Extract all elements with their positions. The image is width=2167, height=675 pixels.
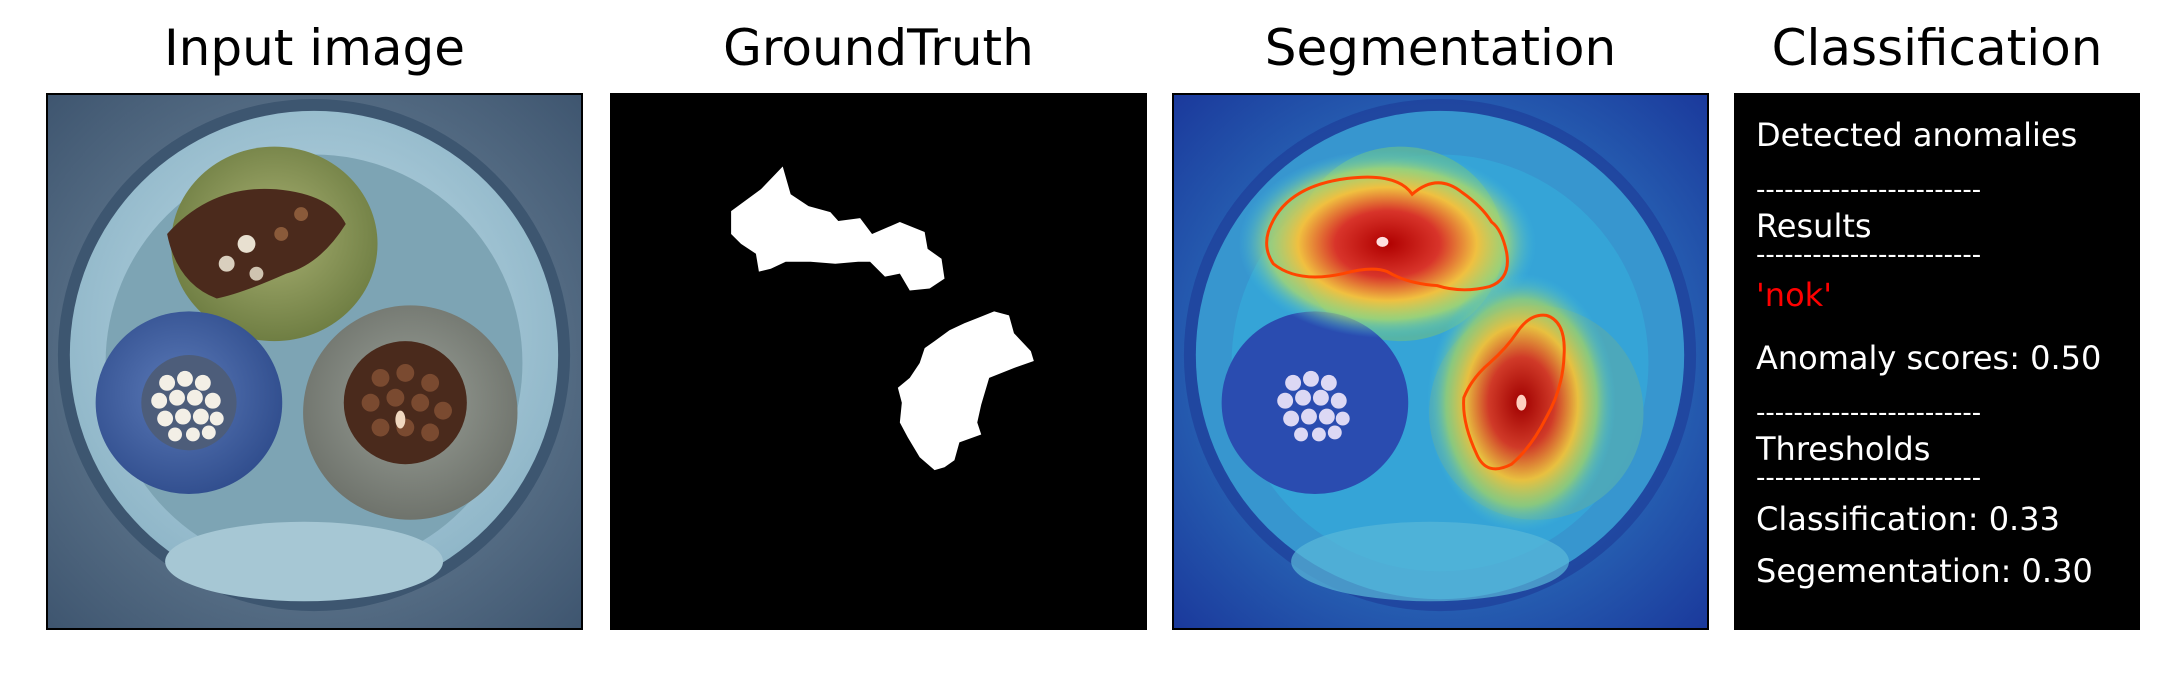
- separator-1: ------------------------: [1756, 180, 1981, 200]
- thresholds-label: Thresholds: [1756, 431, 1930, 467]
- title-input-image: Input image: [46, 18, 583, 78]
- results-label: Results: [1756, 208, 1872, 244]
- classification-panel: Detected anomalies ---------------------…: [1734, 93, 2140, 630]
- segmentation-threshold: Segementation: 0.30: [1756, 553, 2093, 589]
- cable-cross-section-image: [48, 95, 581, 628]
- heatmap-overlay-image: [1174, 95, 1707, 628]
- separator-4: ------------------------: [1756, 468, 1981, 488]
- title-classification: Classification: [1734, 18, 2140, 78]
- title-segmentation: Segmentation: [1172, 18, 1709, 78]
- anomaly-mask-image: [612, 95, 1145, 628]
- anomaly-score: Anomaly scores: 0.50: [1756, 340, 2101, 376]
- ground-truth-panel: [610, 93, 1147, 630]
- result-value: 'nok': [1756, 277, 1832, 313]
- classification-threshold: Classification: 0.33: [1756, 501, 2060, 537]
- segmentation-panel: [1172, 93, 1709, 630]
- input-image-panel: [46, 93, 583, 630]
- detected-anomalies-heading: Detected anomalies: [1756, 117, 2077, 153]
- separator-3: ------------------------: [1756, 403, 1981, 423]
- title-ground-truth: GroundTruth: [610, 18, 1147, 78]
- separator-2: ------------------------: [1756, 245, 1981, 265]
